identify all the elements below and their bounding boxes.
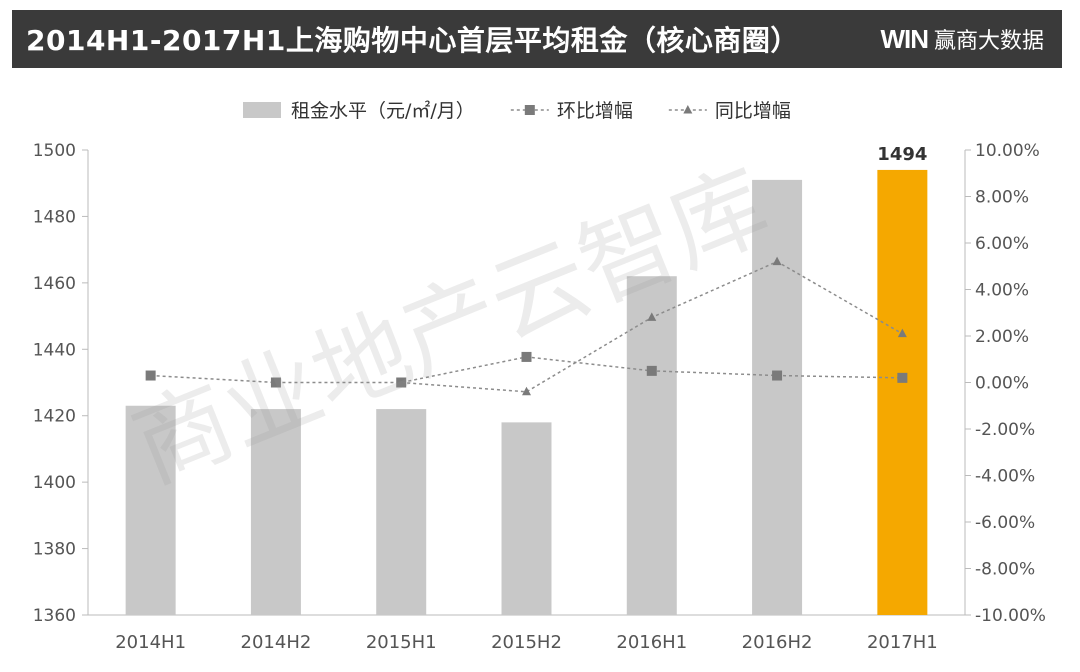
x-tick-label: 2015H2 [491, 632, 562, 653]
x-tick-label: 2014H2 [241, 632, 312, 653]
bar [501, 422, 552, 615]
square-marker [145, 370, 156, 381]
legend-triangle-marker [683, 105, 693, 114]
line-series [145, 256, 908, 396]
chart-header: 2014H1-2017H1上海购物中心首层平均租金（核心商圈） WIN 赢商大数… [12, 10, 1062, 68]
right-tick-label: -2.00% [975, 420, 1035, 440]
left-tick-label: 1440 [33, 340, 76, 360]
square-marker [772, 370, 783, 381]
right-tick-label: 0.00% [975, 374, 1029, 394]
x-tick-label: 2015H1 [366, 632, 437, 653]
x-tick-label: 2016H2 [742, 632, 813, 653]
left-tick-label: 1380 [33, 540, 76, 560]
bar-data-label: 1494 [877, 144, 927, 165]
chart-axes: 1360 1380 1400 1420 1440 1460 1480 1500 -10.00% -… [33, 141, 1046, 653]
legend-swatch-bar [243, 102, 281, 118]
right-tick-label: -8.00% [975, 560, 1035, 580]
legend-label: 环比增幅 [557, 100, 633, 122]
bar [752, 179, 803, 615]
right-tick-label: -6.00% [975, 513, 1035, 533]
triangle-marker [396, 377, 406, 386]
right-tick-label: 10.00% [975, 141, 1040, 161]
triangle-marker [772, 256, 782, 266]
legend-label: 租金水平（元/㎡/月） [291, 99, 475, 122]
x-tick-label: 2016H1 [616, 632, 687, 653]
right-tick-label: 6.00% [975, 234, 1029, 254]
chart-legend: 租金水平（元/㎡/月） 环比增幅 同比增幅 [243, 99, 791, 122]
right-tick-label: 2.00% [975, 327, 1029, 347]
bar [877, 169, 928, 615]
left-tick-label: 1420 [33, 407, 76, 427]
triangle-marker [522, 386, 531, 396]
x-tick-label: 2017H1 [867, 632, 938, 653]
brand: WIN 赢商大数据 [880, 23, 1062, 55]
left-tick-label: 1500 [33, 141, 76, 161]
bar-series [125, 169, 928, 615]
left-tick-label: 1400 [33, 473, 76, 493]
brand-name: 赢商大数据 [933, 29, 1044, 54]
right-tick-label: 8.00% [975, 188, 1029, 208]
legend-square-marker [524, 105, 535, 115]
right-tick-label: -10.00% [975, 606, 1046, 626]
bar [626, 276, 677, 615]
brand-logo: WIN [880, 23, 929, 54]
triangle-marker [647, 312, 657, 321]
chart-title: 2014H1-2017H1上海购物中心首层平均租金（核心商圈） [26, 24, 799, 57]
left-tick-label: 1460 [33, 274, 76, 294]
bar [125, 405, 176, 615]
data-labels: 1494 [877, 144, 927, 165]
x-tick-label: 2014H1 [115, 632, 186, 653]
legend-label: 同比增幅 [715, 100, 791, 122]
square-marker [521, 351, 532, 362]
square-marker [646, 365, 657, 376]
square-marker [270, 377, 281, 388]
left-tick-label: 1480 [33, 207, 76, 227]
triangle-marker [897, 328, 907, 338]
right-tick-label: -4.00% [975, 467, 1035, 487]
left-tick-label: 1360 [33, 606, 76, 626]
bar [250, 409, 301, 615]
square-marker [897, 372, 908, 383]
bar [376, 409, 427, 615]
right-tick-label: 4.00% [975, 281, 1029, 301]
